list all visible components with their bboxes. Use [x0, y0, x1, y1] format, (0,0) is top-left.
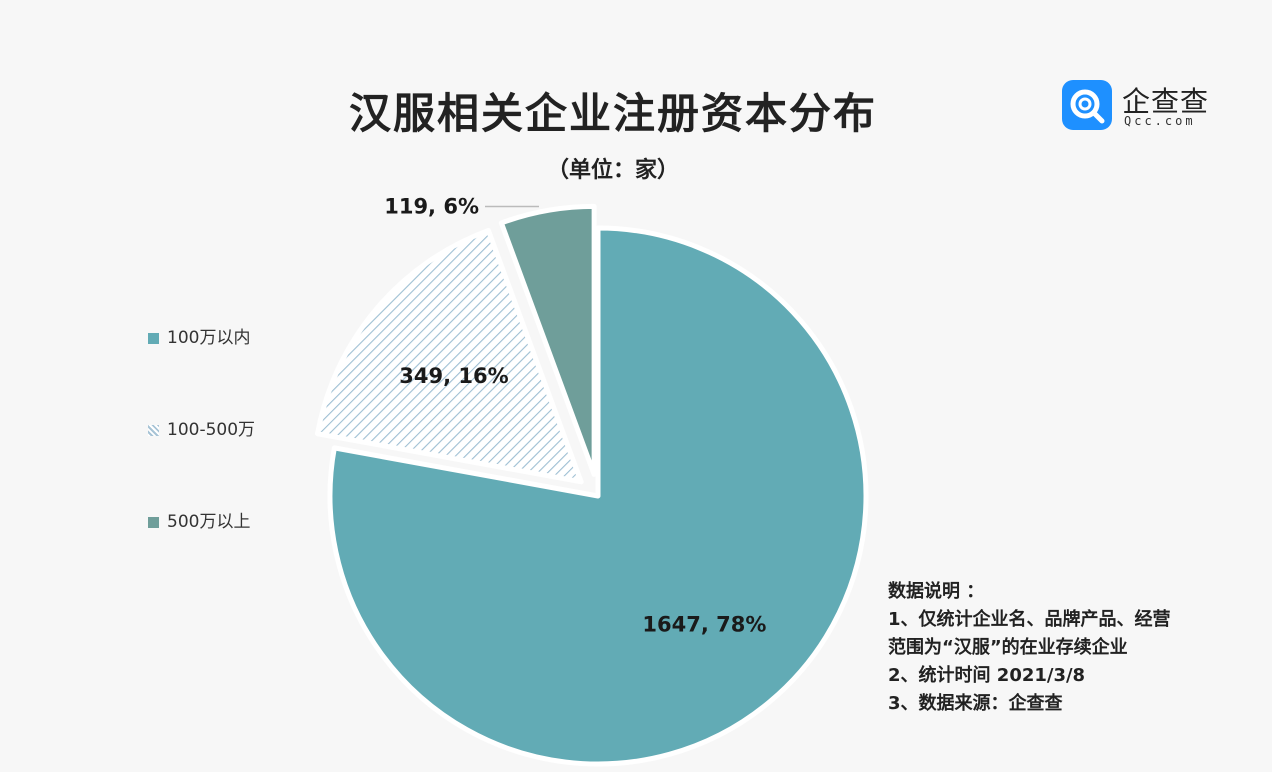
- legend-swatch: [148, 424, 159, 436]
- legend-swatch: [148, 516, 159, 528]
- note-line: 2、统计时间 2021/3/8: [888, 665, 1086, 686]
- chart-title: 汉服相关企业注册资本分布: [348, 89, 877, 138]
- note-line: 范围为“汉服”的在业存续企业: [888, 637, 1128, 658]
- legend-item-2: 100-500万: [148, 418, 255, 442]
- slice-data-label: 1647, 78%: [642, 613, 766, 637]
- legend-item-3: 500万以上: [148, 510, 250, 534]
- chart-subtitle: （单位：家）: [546, 158, 679, 183]
- slice-over-5m: [498, 203, 597, 477]
- qcc-logo-icon: [1062, 80, 1112, 130]
- note-line: 3、数据来源：企查查: [888, 693, 1063, 714]
- logo-domain: Qcc.com: [1124, 114, 1196, 128]
- slice-data-label: 349, 16%: [399, 364, 508, 388]
- legend-swatch: [148, 332, 159, 344]
- legend-item-1: 100万以内: [148, 326, 250, 350]
- legend-label: 100-500万: [167, 420, 256, 440]
- slice-under-1m: [327, 225, 869, 767]
- slice-1m-5m: [315, 227, 584, 485]
- slice-data-label: 119, 6%: [384, 195, 479, 219]
- notes-heading: 数据说明 ：: [888, 581, 985, 602]
- qcc-logo: 企查查 Qcc.com: [1062, 80, 1232, 130]
- note-line: 1、仅统计企业名、品牌产品、经营: [888, 609, 1171, 630]
- legend-label: 500万以上: [167, 512, 251, 532]
- data-notes: 数据说明 ： 1、仅统计企业名、品牌产品、经营 范围为“汉服”的在业存续企业 2…: [888, 578, 1258, 718]
- logo-name: 企查查: [1122, 85, 1210, 118]
- legend-label: 100万以内: [167, 328, 251, 348]
